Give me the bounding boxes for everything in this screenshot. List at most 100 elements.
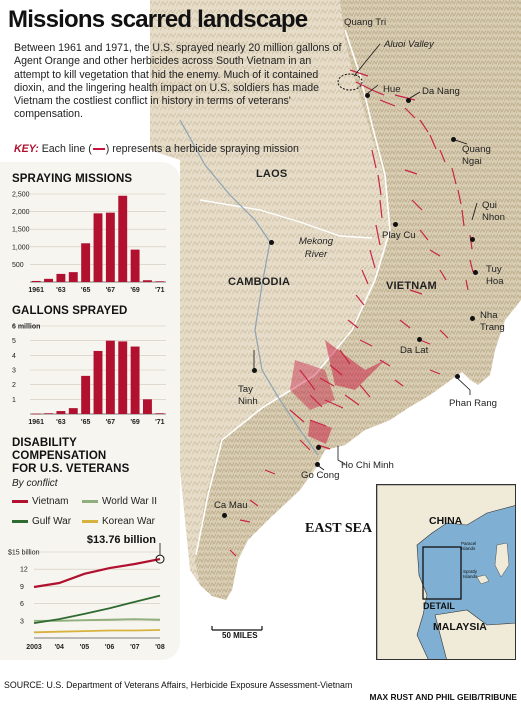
label-tuy-hoa: Tuy Hoa: [486, 264, 504, 287]
comp-ytick: 6: [20, 601, 24, 608]
aluoi-valley-marker: [337, 73, 363, 91]
comp-xtick: '05: [80, 644, 90, 651]
credit: MAX RUST AND PHIL GEIB/TRIBUNE: [369, 692, 518, 702]
missions-xtick: 1961: [28, 287, 44, 294]
gallons-bar: [155, 413, 165, 414]
gallons-xtick: '63: [56, 419, 66, 426]
key-label: KEY:: [14, 143, 39, 155]
legend-swatch-gulf-war: [12, 519, 28, 523]
vietnam-territory: [195, 0, 521, 600]
legend-swatch-vietnam: [12, 499, 28, 503]
gallons-bar: [130, 346, 140, 414]
dot-quang-ngai: [451, 137, 456, 142]
inset-label-spratly: Spratly Islands: [463, 569, 478, 579]
missions-ytick: 1,000: [12, 244, 30, 251]
compensation-subtitle: By conflict: [12, 478, 58, 489]
comp-ytick: 9: [20, 584, 24, 591]
compensation-title-2: COMPENSATION: [12, 450, 107, 462]
legend-korean-war: Korean War: [82, 516, 155, 527]
label-ho-chi-minh: Ho Chi Minh: [341, 460, 394, 471]
gallons-ytick: 2: [12, 382, 16, 389]
missions-bar: [155, 281, 165, 282]
missions-ytick: 2,500: [12, 192, 30, 199]
inset-map: CHINA Paracel Islands Spratly Islands DE…: [376, 484, 516, 660]
dot-tay-ninh: [252, 368, 257, 373]
comp-line-gulf-war: [33, 594, 161, 624]
dot-mekong: [269, 240, 274, 245]
comp-xtick: '08: [155, 644, 165, 651]
gallons-ytick: 4: [12, 353, 16, 360]
dot-go-cong: [315, 462, 320, 467]
missions-ytick: 2,000: [12, 209, 30, 216]
comp-xtick: 2003: [26, 644, 42, 651]
gallons-bar: [105, 340, 115, 414]
comp-line-ww2: [34, 618, 161, 622]
label-go-cong: Go Cong: [301, 470, 340, 481]
label-phan-rang: Phan Rang: [449, 398, 498, 409]
gallons-ytick: 3: [12, 368, 16, 375]
dot-ho-chi-minh: [316, 445, 321, 450]
label-tay-ninh: Tay Ninh: [238, 384, 258, 407]
missions-xtick: '71: [155, 287, 165, 294]
map-key: KEY: Each line ( ) represents a herbicide…: [14, 143, 299, 155]
legend-swatch-korean-war: [82, 519, 98, 523]
missions-bar: [118, 195, 128, 282]
dot-play-cu: [393, 222, 398, 227]
label-play-cu: Play Cu: [382, 230, 416, 241]
dot-nha-trang: [470, 316, 475, 321]
label-quang-ngai: Quang Ngai: [462, 144, 491, 167]
gallons-bar: [81, 375, 91, 414]
legend-gulf-war: Gulf War: [12, 516, 71, 527]
label-laos: LAOS: [256, 168, 288, 180]
label-da-lat: Da Lat: [400, 345, 429, 356]
key-text-before: Each line (: [41, 143, 92, 155]
missions-ytick: 1,500: [12, 227, 30, 234]
compensation-title-1: DISABILITY: [12, 437, 77, 449]
label-da-nang: Da Nang: [422, 86, 460, 97]
headline: Missions scarred landscape: [8, 6, 308, 33]
label-ca-mau: Ca Mau: [214, 500, 248, 511]
missions-bar: [130, 249, 140, 282]
missions-bar: [68, 272, 78, 282]
dot-tuy-hoa: [473, 270, 478, 275]
gallons-bar: [44, 413, 53, 414]
gallons-xtick: '69: [130, 419, 140, 426]
legend-label-ww2: World War II: [102, 496, 158, 507]
label-nha-trang: Nha Trang: [480, 310, 505, 333]
label-hue: Hue: [383, 84, 401, 95]
comp-xtick: '06: [105, 644, 115, 651]
inset-svg: [377, 485, 515, 659]
gallons-ytick: 6 million: [12, 324, 40, 331]
key-line-swatch: [92, 148, 105, 151]
comp-xtick: '04: [54, 644, 64, 651]
gallons-xtick: 1961: [28, 419, 44, 426]
dot-phan-rang: [455, 374, 460, 379]
comp-xtick: '07: [130, 644, 140, 651]
gallons-bar: [31, 413, 41, 415]
label-cambodia: CAMBODIA: [228, 276, 291, 288]
label-east-sea: EAST SEA: [305, 521, 373, 536]
gallons-bar: [93, 350, 103, 414]
dot-da-lat: [417, 337, 422, 342]
inset-label-detail: DETAIL: [423, 601, 455, 611]
source-note: SOURCE: U.S. Department of Veterans Affa…: [4, 680, 353, 690]
key-text-after: ) represents a herbicide spraying missio…: [105, 143, 299, 155]
missions-bar: [81, 243, 91, 282]
intro-text: Between 1961 and 1971, the U.S. sprayed …: [14, 42, 342, 121]
comp-callout-label: $13.76 billion: [87, 534, 156, 546]
missions-ytick: 500: [12, 262, 24, 269]
missions-xtick: '67: [106, 287, 116, 294]
legend-label-vietnam: Vietnam: [32, 496, 69, 507]
gallons-bar: [68, 408, 78, 414]
label-vietnam: VIETNAM: [386, 280, 437, 292]
legend-label-korean-war: Korean War: [102, 516, 155, 527]
gallons-ytick: 1: [12, 397, 16, 404]
gallons-xtick: '71: [155, 419, 165, 426]
compensation-chart: $15 billion 12 9 6 3 $13.76 billion 2003 '04 '05…: [8, 534, 165, 651]
scale-label: 50 MILES: [222, 631, 258, 640]
missions-xtick: '69: [130, 287, 140, 294]
missions-bar: [93, 213, 103, 282]
label-mekong-river: Mekong River: [298, 236, 334, 260]
missions-title: SPRAYING MISSIONS: [12, 173, 133, 185]
gallons-bar: [56, 411, 66, 414]
